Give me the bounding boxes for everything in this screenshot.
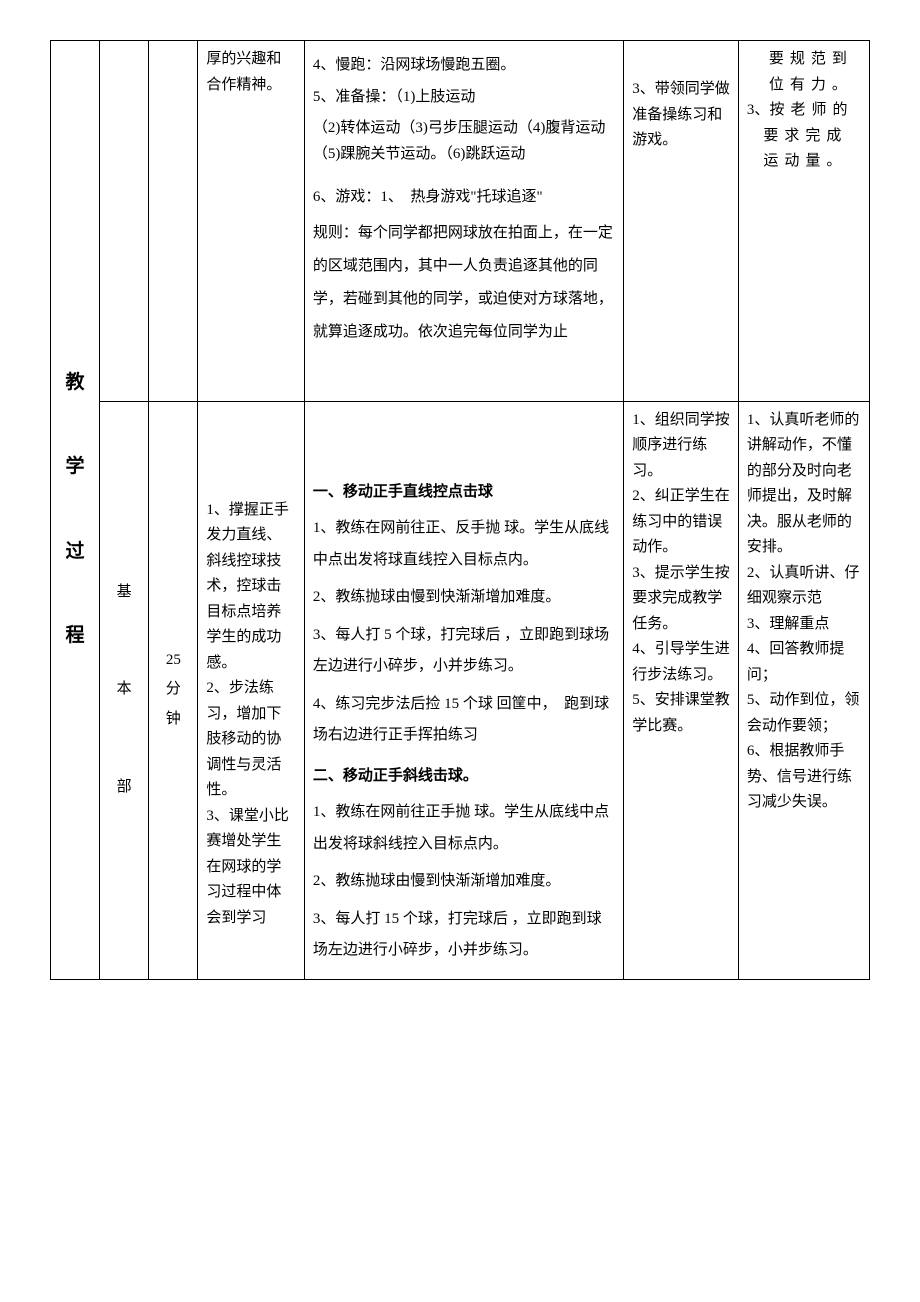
stage-cell [100, 41, 149, 402]
axis-char: 过 [66, 536, 85, 568]
time-number: 25 [166, 648, 181, 674]
content-line: 2、教练抛球由慢到快渐渐增加难度。 [313, 866, 615, 898]
axis-char: 程 [66, 620, 85, 652]
teacher-cell: 1、组织同学按顺序进行练习。 2、纠正学生在练习中的错误动作。 3、提示学生按要… [624, 401, 739, 979]
stage-char: 部 [117, 775, 132, 801]
content-cell: 4、慢跑：沿网球场慢跑五圈。 5、准备操：（1)上肢运动 （2)转体运动（3)弓… [304, 41, 623, 402]
content-line: 规则：每个同学都把网球放在拍面上，在一定的区域范围内，其中一人负责追逐其他的同学… [313, 217, 615, 349]
content-line: 4、慢跑：沿网球场慢跑五圈。 [313, 53, 615, 79]
time-cell [149, 41, 198, 402]
content-line: 1、教练在网前往正手抛 球。学生从底线中点出发将球斜线控入目标点内。 [313, 797, 615, 860]
content-line: 3、每人打 5 个球，打完球后 ，立即跑到球场左边进行小碎步，小并步练习。 [313, 620, 615, 683]
stage-char: 本 [117, 677, 132, 703]
content-line: 1、教练在网前往正、反手抛 球。学生从底线中点出发将球直线控入目标点内。 [313, 513, 615, 576]
content-line: 2、教练抛球由慢到快渐渐增加难度。 [313, 582, 615, 614]
student-text: 3、 [747, 102, 770, 118]
axis-char: 教 [66, 367, 85, 399]
content-line: 5、准备操：（1)上肢运动 [313, 85, 615, 111]
student-text: 要规范到位有力。 [769, 47, 861, 98]
stage-char: 基 [117, 580, 132, 606]
section-title: 二、移动正手斜线击球。 [313, 764, 615, 790]
goal-text: 1、撑握正手发力直线、斜线控球技术，控球击目标点培养学生的成功感。 2、步法练习… [206, 502, 289, 926]
goal-text: 厚的兴趣和合作精神。 [206, 51, 281, 93]
stage-cell: 基 本 部 [100, 401, 149, 979]
time-unit: 钟 [166, 707, 181, 733]
student-cell: 要规范到位有力。 3、按老师的要求完成运动量。 [738, 41, 869, 402]
section-title: 一、移动正手直线控点击球 [313, 480, 615, 506]
table-row: 基 本 部 25 分 钟 1、撑握正手发力直线、斜线控球技术，控球击目标点培养学… [51, 401, 870, 979]
axis-char: 学 [66, 451, 85, 483]
content-line: 6、游戏：1、 热身游戏"托球追逐" [313, 185, 615, 211]
teacher-text: 3、带领同学做准备操练习和游戏。 [632, 81, 730, 148]
content-line: 3、每人打 15 个球，打完球后 ，立即跑到球场左边进行小碎步，小并步练习。 [313, 904, 615, 967]
content-cell: 一、移动正手直线控点击球 1、教练在网前往正、反手抛 球。学生从底线中点出发将球… [304, 401, 623, 979]
left-axis-label: 教 学 过 程 [51, 41, 100, 980]
table-row: 教 学 过 程 厚的兴趣和合作精神。 4、慢跑：沿网球场慢跑五圈。 5、准备操：… [51, 41, 870, 402]
goal-cell: 厚的兴趣和合作精神。 [198, 41, 304, 402]
content-line: （2)转体运动（3)弓步压腿运动（4)腹背运动（5)踝腕关节运动。（6)跳跃运动 [313, 116, 615, 167]
time-cell: 25 分 钟 [149, 401, 198, 979]
lesson-plan-table: 教 学 过 程 厚的兴趣和合作精神。 4、慢跑：沿网球场慢跑五圈。 5、准备操：… [50, 40, 870, 980]
student-text: 按老师的要求完成运动量。 [763, 102, 853, 169]
student-text: 1、认真听老师的讲解动作，不懂的部分及时向老师提出，及时解决。服从老师的安排。 … [747, 412, 860, 811]
teacher-cell: 3、带领同学做准备操练习和游戏。 [624, 41, 739, 402]
time-unit: 分 [166, 677, 181, 703]
teacher-text: 1、组织同学按顺序进行练习。 2、纠正学生在练习中的错误动作。 3、提示学生按要… [632, 412, 730, 734]
content-line: 4、练习完步法后捡 15 个球 回筐中， 跑到球场右边进行正手挥拍练习 [313, 689, 615, 752]
goal-cell: 1、撑握正手发力直线、斜线控球技术，控球击目标点培养学生的成功感。 2、步法练习… [198, 401, 304, 979]
student-cell: 1、认真听老师的讲解动作，不懂的部分及时向老师提出，及时解决。服从老师的安排。 … [738, 401, 869, 979]
